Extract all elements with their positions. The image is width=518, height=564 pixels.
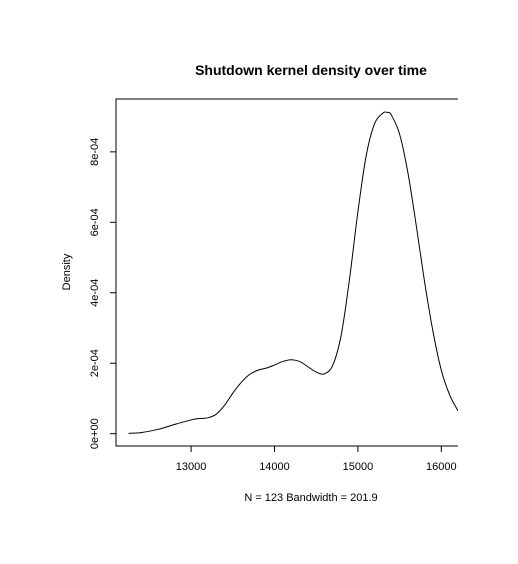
series-layer	[128, 111, 458, 434]
y-tick-label: 2e-04	[89, 349, 101, 377]
chart-title: Shutdown kernel density over time	[195, 62, 427, 78]
y-tick-label: 0e+00	[89, 418, 101, 449]
x-tick-label: 16000	[426, 461, 457, 473]
x-tick-label: 13000	[176, 461, 207, 473]
plot-frame	[115, 98, 458, 447]
density-curve	[128, 111, 458, 434]
x-axis: 13000 14000 15000 16000	[176, 446, 457, 473]
y-axis: 0e+00 2e-04 4e-04 6e-04 8e-04	[89, 138, 116, 449]
x-tick-label: 14000	[259, 461, 290, 473]
y-tick-label: 4e-04	[89, 279, 101, 307]
y-tick-label: 8e-04	[89, 138, 101, 166]
x-axis-label: N = 123 Bandwidth = 201.9	[244, 492, 377, 504]
y-axis-label: Density	[61, 253, 73, 290]
x-tick-label: 15000	[343, 461, 374, 473]
y-tick-label: 6e-04	[89, 208, 101, 236]
plot-border	[115, 98, 458, 447]
